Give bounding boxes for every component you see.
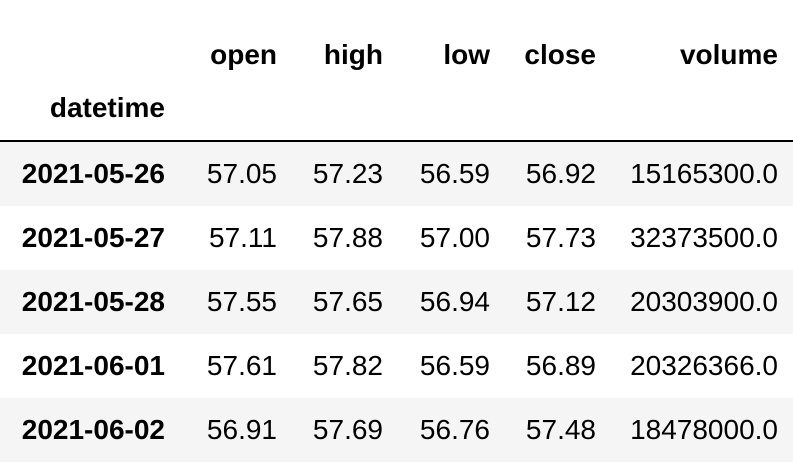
cell-close: 57.12 [525,286,596,317]
empty-header-cell [177,76,284,141]
cell-high: 57.88 [312,222,383,253]
empty-header-cell [603,76,793,141]
cell-open: 57.61 [206,350,277,381]
column-header-volume: volume [679,39,778,70]
empty-header-cell [284,76,390,141]
cell-high: 57.69 [312,414,383,445]
empty-header-cell [390,76,497,141]
cell-close: 56.89 [525,350,596,381]
cell-low: 56.94 [419,286,490,317]
cell-close: 57.48 [525,414,596,445]
row-index-cell: 2021-05-26 [21,158,165,189]
cell-high: 57.82 [312,350,383,381]
table-row: 2021-06-02 56.91 57.69 56.76 57.48 18478… [0,398,793,462]
cell-volume: 20303900.0 [630,286,778,317]
table-row: 2021-05-26 57.05 57.23 56.59 56.92 15165… [0,141,793,206]
index-name-header: datetime [49,92,165,123]
cell-high: 57.65 [312,286,383,317]
table-row: 2021-06-01 57.61 57.82 56.59 56.89 20326… [0,334,793,398]
column-header-close: close [524,39,596,70]
cell-open: 56.91 [206,414,277,445]
row-index-cell: 2021-06-02 [21,414,165,445]
row-index-cell: 2021-05-28 [21,286,165,317]
column-header-open: open [210,39,277,70]
cell-low: 56.59 [419,158,490,189]
table-row: 2021-05-28 57.55 57.65 56.94 57.12 20303… [0,270,793,334]
cell-close: 56.92 [525,158,596,189]
cell-volume: 32373500.0 [630,222,778,253]
table-row: 2021-05-27 57.11 57.88 57.00 57.73 32373… [0,206,793,270]
cell-volume: 15165300.0 [630,158,778,189]
cell-open: 57.05 [206,158,277,189]
cell-close: 57.73 [525,222,596,253]
cell-low: 56.59 [419,350,490,381]
column-header-high: high [323,39,383,70]
dataframe-table: open high low close volume datetime 2021… [0,0,793,462]
column-header-row: open high low close volume [0,0,793,76]
cell-volume: 20326366.0 [630,350,778,381]
column-header-low: low [443,39,490,70]
cell-high: 57.23 [312,158,383,189]
index-name-row: datetime [0,76,793,141]
cell-volume: 18478000.0 [630,414,778,445]
cell-open: 57.55 [206,286,277,317]
table-body: 2021-05-26 57.05 57.23 56.59 56.92 15165… [0,141,793,462]
row-index-cell: 2021-05-27 [21,222,165,253]
cell-low: 57.00 [419,222,490,253]
cell-low: 56.76 [419,414,490,445]
table-header: open high low close volume datetime [0,0,793,141]
cell-open: 57.11 [209,222,277,253]
header-corner-cell [0,0,177,76]
empty-header-cell [497,76,603,141]
row-index-cell: 2021-06-01 [21,350,165,381]
